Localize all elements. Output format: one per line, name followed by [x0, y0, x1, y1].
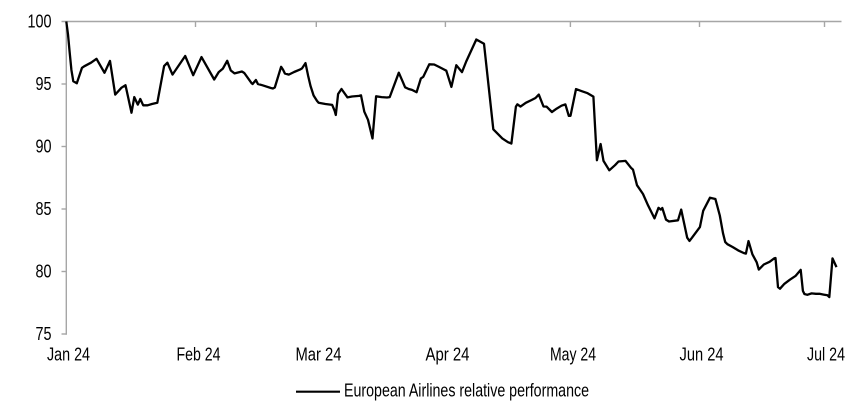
svg-text:90: 90 [36, 137, 52, 157]
svg-text:Jun 24: Jun 24 [680, 344, 724, 364]
svg-text:May 24: May 24 [550, 344, 596, 364]
svg-text:Jul 24: Jul 24 [807, 344, 845, 364]
svg-text:80: 80 [36, 262, 52, 282]
svg-text:95: 95 [36, 74, 52, 94]
svg-text:Feb 24: Feb 24 [177, 344, 221, 364]
svg-text:100: 100 [28, 12, 52, 32]
svg-text:Mar 24: Mar 24 [296, 344, 342, 364]
svg-text:European Airlines relative per: European Airlines relative performance [344, 381, 589, 401]
svg-text:Jan 24: Jan 24 [47, 344, 90, 364]
svg-text:75: 75 [36, 324, 52, 344]
svg-text:85: 85 [36, 199, 52, 219]
svg-text:Apr 24: Apr 24 [426, 344, 470, 364]
